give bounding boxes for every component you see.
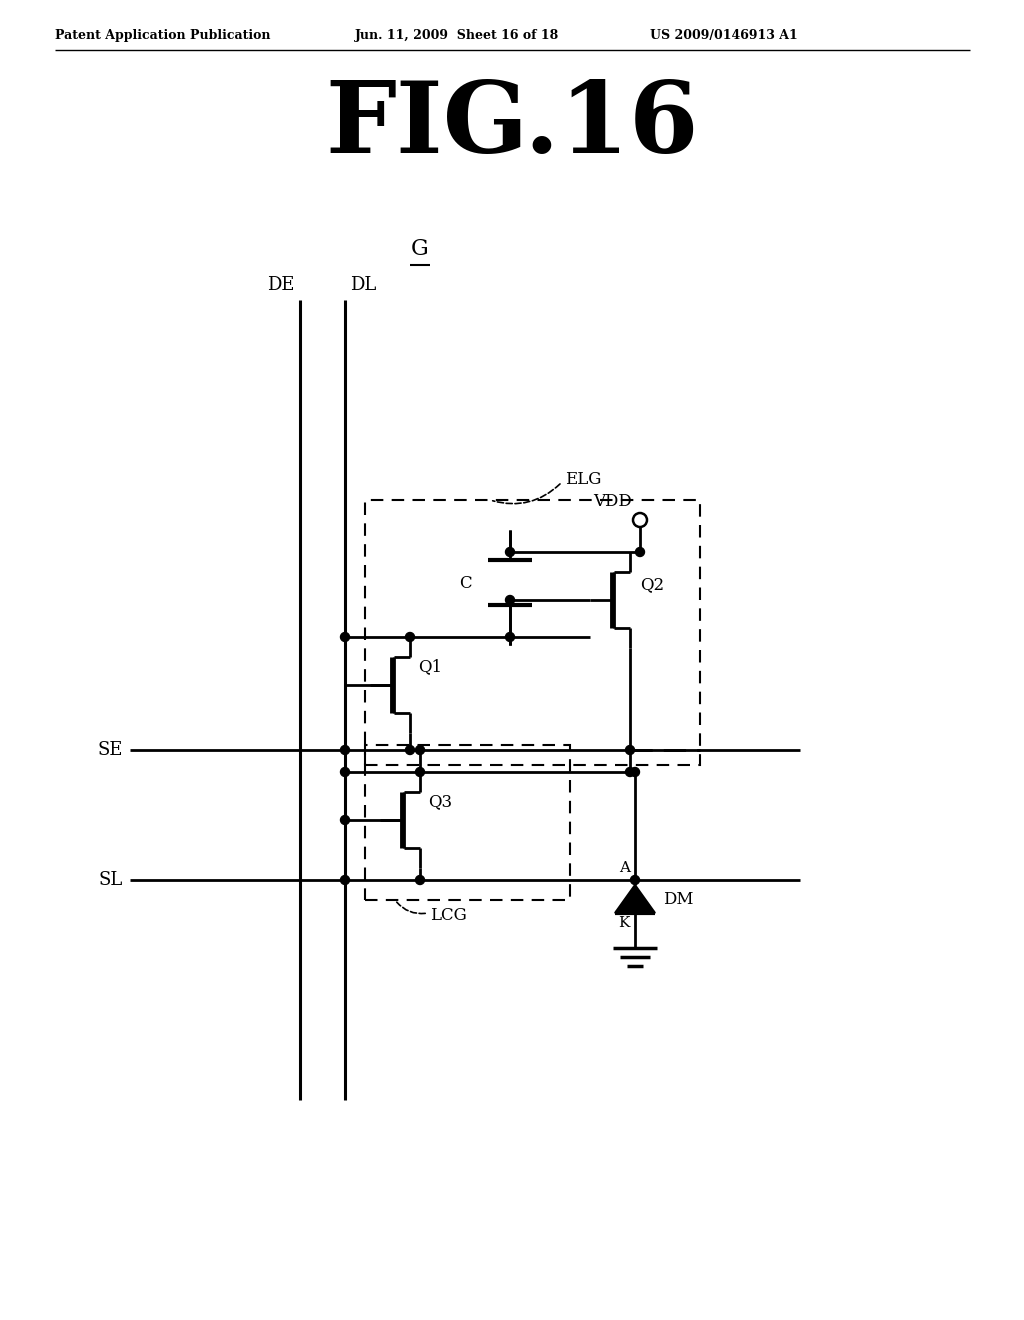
- Text: DL: DL: [350, 276, 376, 294]
- Circle shape: [341, 632, 349, 642]
- Text: C: C: [460, 574, 472, 591]
- Bar: [365, 500, 700, 766]
- Text: Patent Application Publication: Patent Application Publication: [55, 29, 270, 41]
- Circle shape: [506, 548, 514, 557]
- Text: FIG.16: FIG.16: [326, 77, 698, 173]
- Circle shape: [631, 875, 640, 884]
- Text: K: K: [618, 916, 630, 931]
- Text: A: A: [618, 861, 630, 875]
- Text: Q1: Q1: [418, 659, 442, 676]
- Circle shape: [636, 548, 644, 557]
- Polygon shape: [615, 884, 655, 913]
- Text: VDD: VDD: [593, 492, 632, 510]
- Circle shape: [406, 632, 415, 642]
- Circle shape: [506, 632, 514, 642]
- Circle shape: [341, 816, 349, 825]
- Circle shape: [416, 767, 425, 776]
- Bar: [365, 744, 570, 900]
- Circle shape: [416, 746, 425, 755]
- Text: DE: DE: [267, 276, 295, 294]
- Text: Q2: Q2: [640, 577, 665, 594]
- Circle shape: [626, 767, 635, 776]
- Circle shape: [626, 746, 635, 755]
- Circle shape: [506, 595, 514, 605]
- Text: Jun. 11, 2009  Sheet 16 of 18: Jun. 11, 2009 Sheet 16 of 18: [355, 29, 559, 41]
- Circle shape: [341, 746, 349, 755]
- FancyArrowPatch shape: [396, 902, 425, 913]
- Circle shape: [416, 875, 425, 884]
- Text: G: G: [411, 238, 429, 260]
- Circle shape: [631, 767, 640, 776]
- Circle shape: [341, 875, 349, 884]
- Text: SE: SE: [97, 741, 123, 759]
- Text: ELG: ELG: [565, 471, 601, 488]
- Text: Q3: Q3: [428, 793, 453, 810]
- Circle shape: [341, 767, 349, 776]
- Circle shape: [406, 746, 415, 755]
- Text: US 2009/0146913 A1: US 2009/0146913 A1: [650, 29, 798, 41]
- Text: LCG: LCG: [430, 907, 467, 924]
- Text: SL: SL: [98, 871, 123, 888]
- Text: DM: DM: [663, 891, 693, 908]
- Circle shape: [633, 513, 647, 527]
- FancyArrowPatch shape: [493, 484, 560, 504]
